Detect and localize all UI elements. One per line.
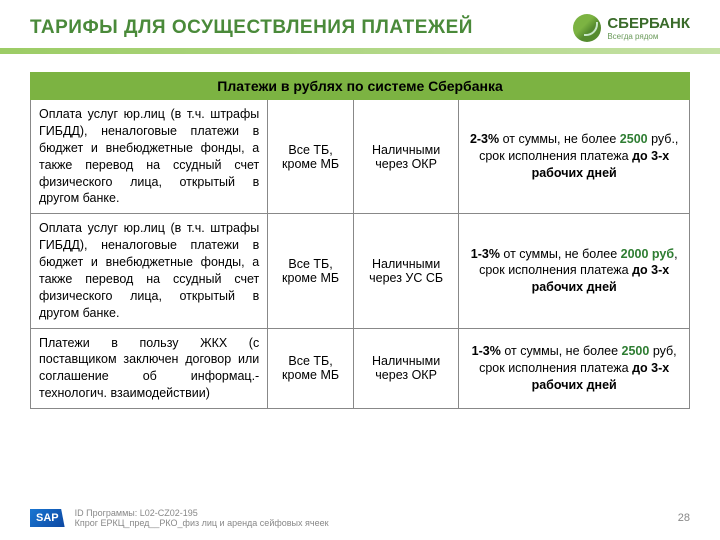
tariff-table: Платежи в рублях по системе Сбербанка Оп…: [30, 72, 690, 409]
table-row: Оплата услуг юр.лиц (в т.ч. штрафы ГИБДД…: [31, 100, 690, 214]
program-id: ID Программы: L02-CZ02-195: [75, 508, 329, 518]
page-title: ТАРИФЫ ДЛЯ ОСУЩЕСТВЛЕНИЯ ПЛАТЕЖЕЙ: [30, 17, 473, 39]
logo-subtitle: Всегда рядом: [607, 32, 690, 41]
program-name: Кпрог ЕРКЦ_пред__РКО_физ лиц и аренда се…: [75, 518, 329, 528]
cell-description: Оплата услуг юр.лиц (в т.ч. штрафы ГИБДД…: [31, 214, 268, 328]
cell-rate: 2-3% от суммы, не более 2500 руб., срок …: [459, 100, 690, 214]
cell-description: Оплата услуг юр.лиц (в т.ч. штрафы ГИБДД…: [31, 100, 268, 214]
cell-method: Наличными через УС СБ: [353, 214, 458, 328]
rate-text: от суммы, не более: [500, 247, 621, 261]
footer-left: SAP ID Программы: L02-CZ02-195 Кпрог ЕРК…: [30, 508, 329, 528]
rate-limit: 2500: [620, 132, 648, 146]
table-row: Оплата услуг юр.лиц (в т.ч. штрафы ГИБДД…: [31, 214, 690, 328]
cell-scope: Все ТБ, кроме МБ: [268, 214, 354, 328]
cell-description: Платежи в пользу ЖКХ (с поставщиком закл…: [31, 328, 268, 409]
rate-limit: 2500: [622, 344, 650, 358]
cell-rate: 1-3% от суммы, не более 2000 руб, срок и…: [459, 214, 690, 328]
table-body: Оплата услуг юр.лиц (в т.ч. штрафы ГИБДД…: [31, 100, 690, 409]
rate-percent: 1-3%: [472, 344, 501, 358]
rate-text: от суммы, не более: [501, 344, 622, 358]
table-header: Платежи в рублях по системе Сбербанка: [31, 73, 690, 100]
rate-percent: 1-3%: [471, 247, 500, 261]
logo-text: СБЕРБАНК: [607, 15, 690, 32]
cell-scope: Все ТБ, кроме МБ: [268, 328, 354, 409]
cell-scope: Все ТБ, кроме МБ: [268, 100, 354, 214]
rate-percent: 2-3%: [470, 132, 499, 146]
logo-text-block: СБЕРБАНК Всегда рядом: [607, 15, 690, 41]
sberbank-icon: [573, 14, 601, 42]
rate-text: от суммы, не более: [499, 132, 620, 146]
table-container: Платежи в рублях по системе Сбербанка Оп…: [0, 54, 720, 409]
page-number: 28: [678, 512, 690, 524]
page-footer: SAP ID Программы: L02-CZ02-195 Кпрог ЕРК…: [30, 508, 690, 528]
cell-method: Наличными через ОКР: [353, 328, 458, 409]
sap-icon: SAP: [30, 509, 65, 527]
footer-meta: ID Программы: L02-CZ02-195 Кпрог ЕРКЦ_пр…: [75, 508, 329, 528]
bank-logo: СБЕРБАНК Всегда рядом: [573, 14, 690, 42]
rate-limit: 2000 руб: [621, 247, 674, 261]
cell-method: Наличными через ОКР: [353, 100, 458, 214]
cell-rate: 1-3% от суммы, не более 2500 руб, срок и…: [459, 328, 690, 409]
table-row: Платежи в пользу ЖКХ (с поставщиком закл…: [31, 328, 690, 409]
page-header: ТАРИФЫ ДЛЯ ОСУЩЕСТВЛЕНИЯ ПЛАТЕЖЕЙ СБЕРБА…: [0, 0, 720, 48]
